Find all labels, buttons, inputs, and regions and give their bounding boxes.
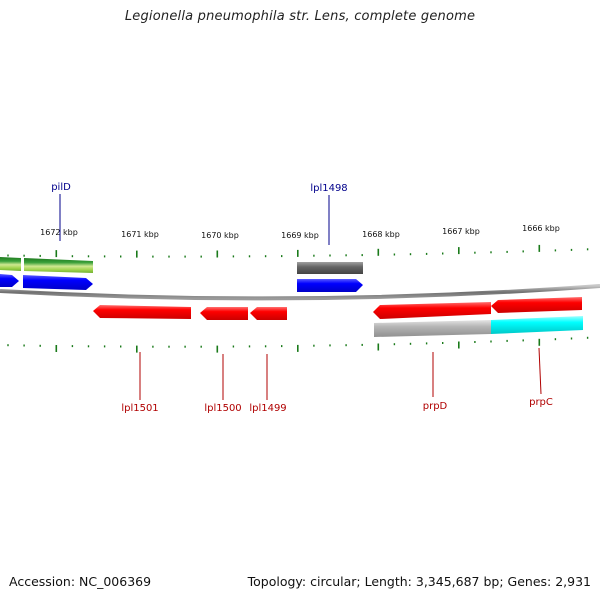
label-prpd[interactable]: prpD [423, 401, 448, 412]
gene-blue-mid[interactable] [297, 279, 363, 292]
gene-blue-left-edge[interactable] [0, 274, 19, 287]
gene-red-right[interactable] [491, 297, 582, 313]
gene-lpl1501[interactable] [93, 305, 191, 319]
label-pild[interactable]: pilD [51, 182, 71, 193]
gene-green-stack-left[interactable] [0, 257, 21, 271]
label-lpl1499[interactable]: lpl1499 [249, 403, 286, 414]
page-title: Legionella pneumophila str. Lens, comple… [124, 9, 476, 24]
ruler-label-1667: 1667 kbp [442, 227, 480, 236]
accession-label: Accession: NC_006369 [9, 574, 152, 589]
ruler-label-1669: 1669 kbp [281, 231, 319, 240]
label-lpl1498[interactable]: lpl1498 [310, 183, 347, 194]
gene-lpl1499[interactable] [250, 307, 287, 320]
gene-pild[interactable] [23, 275, 93, 290]
genome-summary: Topology: circular; Length: 3,345,687 bp… [247, 574, 591, 589]
gene-prpc[interactable] [491, 316, 583, 334]
genome-backbone [0, 284, 600, 301]
ruler-label-1671: 1671 kbp [121, 230, 159, 239]
forward-strand-genes [0, 257, 363, 292]
label-line-prpc [538, 347, 542, 395]
reverse-gene-labels: lpl1501 lpl1500 lpl1499 prpD prpC [121, 347, 553, 414]
ruler-labels: 1672 kbp 1671 kbp 1670 kbp 1669 kbp 1668… [40, 224, 560, 240]
label-lpl1501[interactable]: lpl1501 [121, 403, 158, 414]
label-prpc[interactable]: prpC [529, 397, 553, 408]
gene-green-stack[interactable] [24, 258, 93, 273]
gene-lpl1498[interactable] [297, 262, 363, 274]
ruler-ticks-upper [7, 244, 589, 258]
reverse-strand-genes [93, 297, 583, 337]
forward-gene-labels: pilD lpl1498 [51, 182, 348, 245]
ruler-label-1668: 1668 kbp [362, 230, 400, 239]
gene-prpd[interactable] [373, 302, 491, 319]
ruler-label-1670: 1670 kbp [201, 231, 239, 240]
gene-lpl1500[interactable] [200, 307, 248, 320]
gene-gray-right[interactable] [374, 320, 491, 337]
ruler-ticks-lower [7, 336, 589, 353]
ruler-label-1672: 1672 kbp [40, 228, 78, 237]
ruler-label-1666: 1666 kbp [522, 224, 560, 233]
label-lpl1500[interactable]: lpl1500 [204, 403, 241, 414]
